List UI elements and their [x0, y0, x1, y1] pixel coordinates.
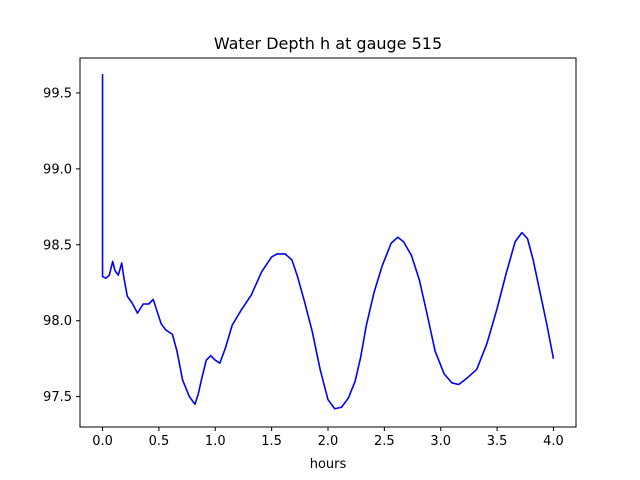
- plot-area: [101, 73, 555, 410]
- x-tick-label: 2.5: [374, 434, 395, 449]
- chart-title: Water Depth h at gauge 515: [214, 34, 442, 53]
- y-tick-label: 99.0: [43, 162, 72, 177]
- x-tick-label: 0.5: [149, 434, 170, 449]
- x-axis-label: hours: [310, 457, 347, 472]
- y-tick-label: 98.5: [43, 238, 72, 253]
- plot-frame: [79, 57, 577, 428]
- x-tick-label: 1.5: [261, 434, 282, 449]
- x-axis: 0.0 0.5 1.0 1.5 2.0 2.5 3.0 3.5 4.0: [92, 427, 564, 449]
- x-tick-label: 4.0: [543, 434, 564, 449]
- x-tick-label: 2.0: [318, 434, 339, 449]
- x-tick-label: 1.0: [205, 434, 226, 449]
- y-tick-label: 97.5: [43, 390, 72, 405]
- y-tick-label: 98.0: [43, 314, 72, 329]
- y-axis: 97.5 98.0 98.5 99.0 99.5: [43, 86, 80, 405]
- x-tick-label: 3.0: [430, 434, 451, 449]
- y-tick-label: 99.5: [43, 86, 72, 101]
- x-tick-label: 3.5: [487, 434, 508, 449]
- x-tick-label: 0.0: [92, 434, 113, 449]
- series-line-0: [101, 73, 555, 410]
